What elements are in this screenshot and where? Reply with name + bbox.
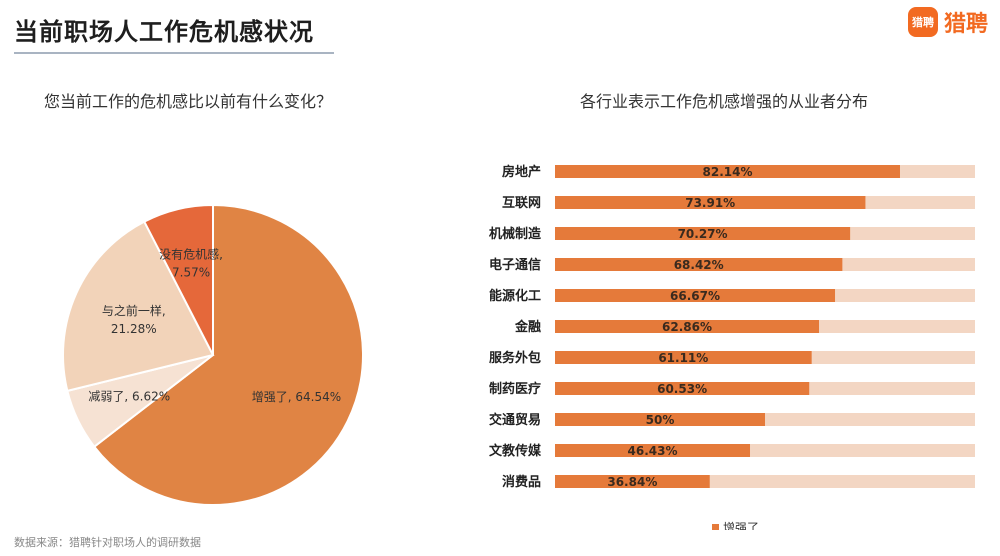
bar: [555, 289, 836, 302]
pie-slice: [62, 220, 215, 393]
bar-value-label: 36.84%: [607, 475, 657, 489]
pie-slice-label: 减弱了, 6.62%: [88, 389, 170, 403]
bar-value-label: 46.43%: [628, 444, 678, 458]
pie-chart-title: 您当前工作的危机感比以前有什么变化？: [44, 92, 333, 111]
bar-value-label: 60.53%: [657, 382, 707, 396]
bar-category-label: 机械制造: [489, 226, 542, 242]
bar-value-label: 62.86%: [662, 320, 712, 334]
bar-category-label: 消费品: [502, 474, 541, 490]
pie-slice-label: 没有危机感,: [159, 247, 223, 262]
bar-chart-title: 各行业表示工作危机感增强的从业者分布: [580, 92, 869, 111]
pie-slice-label: 增强了, 64.54%: [252, 390, 341, 404]
bar-value-label: 61.11%: [658, 351, 708, 365]
bar: [555, 196, 866, 209]
bar: [555, 475, 710, 488]
bar-category-label: 互联网: [502, 196, 541, 211]
bar-chart: 房地产 82.14% 互联网 73.91% 机械制造 70.27% 电子通信 68.42% 能源…: [489, 164, 975, 530]
bar-value-label: 70.27%: [678, 227, 728, 241]
bar: [555, 320, 820, 333]
bar-category-label: 制药医疗: [489, 381, 541, 397]
logo-icon: 猎聘: [907, 7, 938, 37]
pie-slice-value: 7.57%: [172, 266, 210, 280]
pie-slice-label: 与之前一样,: [102, 303, 166, 318]
bar-value-label: 66.67%: [670, 289, 720, 303]
title-divider: [14, 52, 334, 54]
pie-slice: [92, 203, 364, 506]
pie-slice-value: 21.28%: [111, 322, 157, 336]
bar-category-label: 金融: [514, 319, 541, 335]
logo-text: 猎聘: [943, 12, 988, 37]
brand-logo: 猎聘 猎聘: [907, 6, 988, 38]
bar: [555, 227, 851, 240]
bar: [555, 258, 843, 271]
legend-swatch: [712, 524, 719, 530]
bar-category-label: 能源化工: [489, 288, 541, 304]
bar: [555, 413, 765, 426]
bar: [555, 444, 751, 457]
bar: [555, 165, 900, 178]
bar-value-label: 68.42%: [674, 258, 724, 272]
pie-chart: 增强了, 64.54% 减弱了, 6.62% 与之前一样, 21.28% 没有危机感, 7…: [62, 203, 364, 506]
bar: [555, 351, 812, 364]
pie-slice: [142, 203, 214, 356]
bar-category-label: 文教传媒: [489, 443, 542, 459]
bar-value-label: 73.91%: [685, 196, 735, 210]
data-source-note: 数据来源：猎聘针对职场人的调研数据: [14, 536, 201, 549]
bar-category-label: 交通贸易: [489, 412, 541, 428]
bar-value-label: 50%: [646, 413, 675, 427]
bar-category-label: 电子通信: [489, 257, 541, 273]
bar-value-label: 82.14%: [703, 165, 753, 179]
bar-category-label: 服务外包: [489, 350, 541, 366]
bar-category-label: 房地产: [502, 164, 541, 180]
page-title: 当前职场人工作危机感状况: [14, 18, 314, 46]
legend-label: 增强了: [723, 521, 759, 530]
bar: [555, 382, 810, 395]
